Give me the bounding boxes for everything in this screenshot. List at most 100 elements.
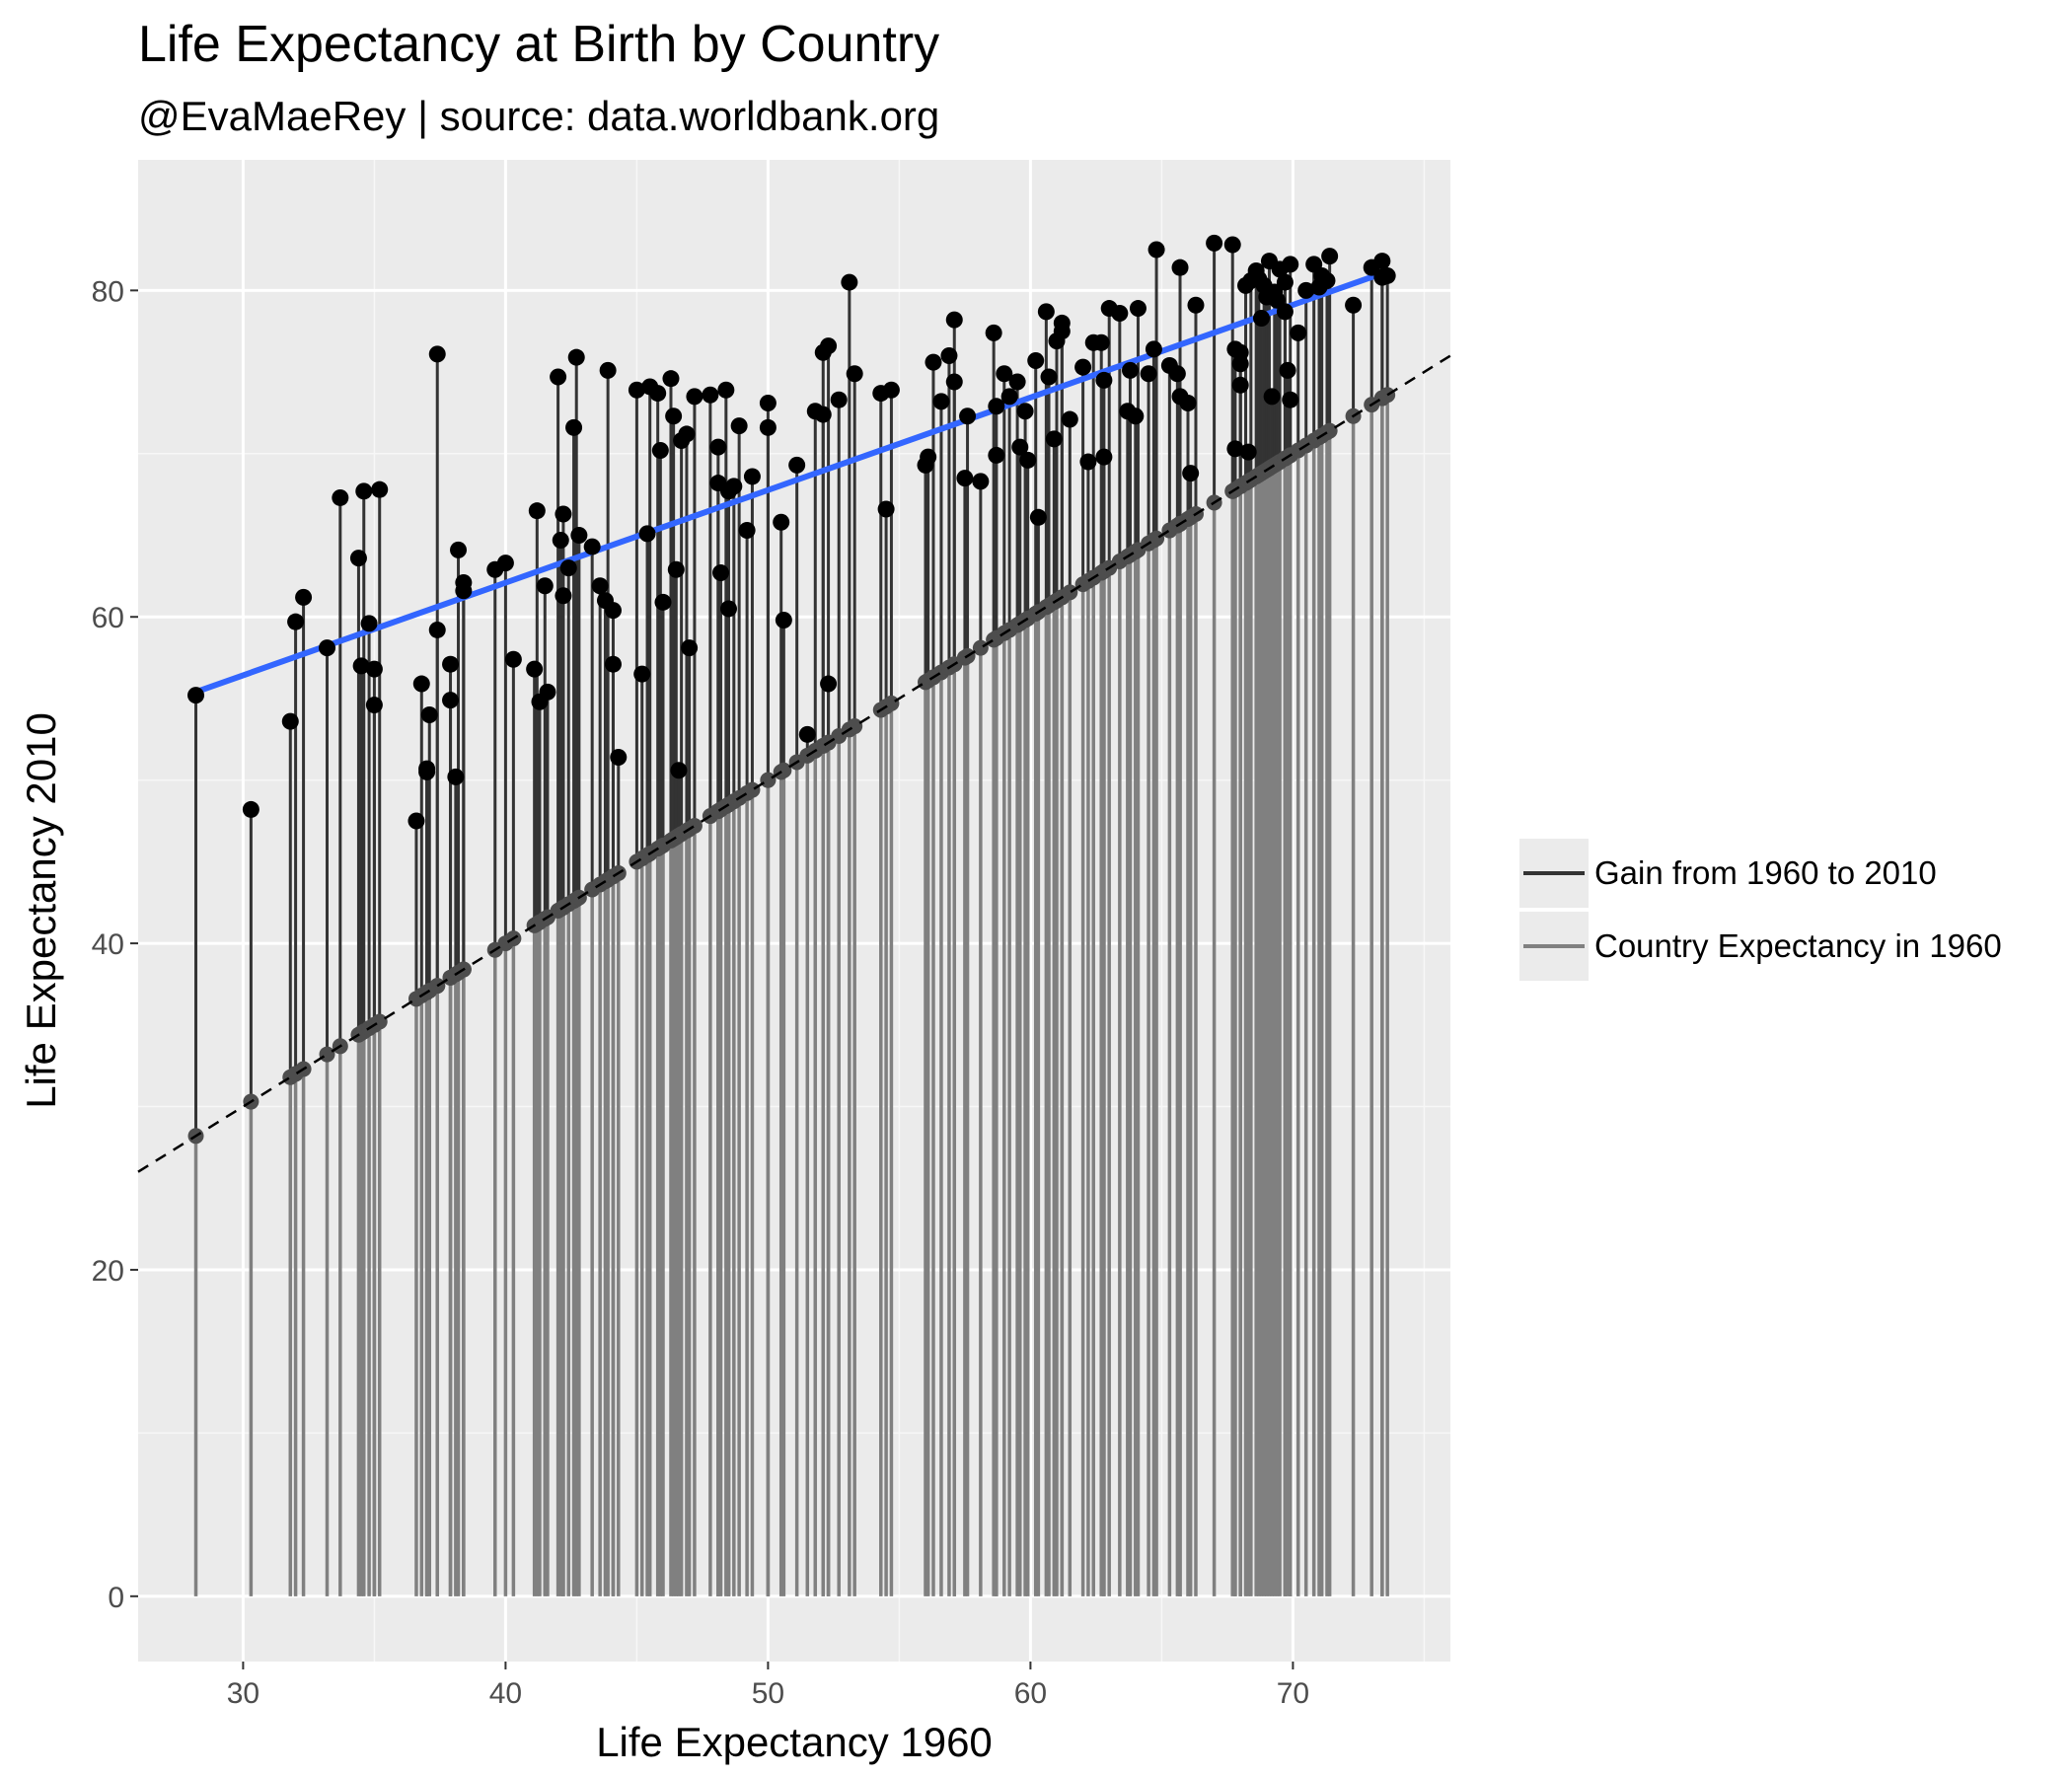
- point-2010: [1095, 371, 1113, 389]
- trend-line: [194, 269, 1386, 696]
- points-2010: [187, 234, 1396, 830]
- point-2010: [1040, 368, 1058, 386]
- point-2010: [420, 705, 438, 723]
- legend-label-gain: Gain from 1960 to 2010: [1594, 854, 1937, 891]
- point-2010: [1029, 508, 1047, 526]
- point-1960: [744, 781, 761, 798]
- point-2010: [1279, 361, 1296, 379]
- legend-label-1960: Country Expectancy in 1960: [1594, 927, 2002, 964]
- x-tick-label: 40: [489, 1677, 522, 1710]
- point-2010: [1000, 388, 1018, 406]
- point-2010: [418, 760, 436, 777]
- point-2010: [1111, 305, 1129, 323]
- point-2010: [567, 348, 585, 366]
- point-2010: [1092, 333, 1110, 351]
- point-2010: [1179, 394, 1197, 411]
- point-2010: [1231, 376, 1249, 394]
- point-2010: [1011, 438, 1029, 456]
- point-2010: [678, 425, 696, 443]
- point-2010: [1282, 256, 1299, 273]
- point-2010: [1053, 323, 1071, 340]
- point-2010: [1061, 410, 1078, 428]
- point-2010: [1290, 324, 1307, 341]
- y-tick-label: 0: [108, 1582, 124, 1614]
- point-2010: [555, 587, 572, 605]
- point-2010: [295, 588, 313, 606]
- point-2010: [730, 417, 748, 435]
- point-1960: [847, 718, 863, 735]
- point-2010: [570, 527, 588, 544]
- point-2010: [1373, 253, 1391, 270]
- point-2010: [412, 675, 430, 693]
- point-2010: [1027, 351, 1045, 369]
- point-2010: [559, 559, 577, 577]
- point-2010: [407, 812, 425, 830]
- point-2010: [1145, 340, 1162, 358]
- point-2010: [1231, 343, 1249, 361]
- point-2010: [1282, 391, 1299, 408]
- point-1960: [972, 639, 989, 656]
- point-1960: [776, 762, 792, 778]
- y-axis-ticks: 0 20 40 60 80: [92, 275, 138, 1614]
- y-tick-label: 60: [92, 602, 124, 634]
- point-2010: [242, 800, 259, 818]
- point-2010: [628, 381, 645, 399]
- point-2010: [988, 398, 1005, 415]
- point-2010: [662, 370, 680, 388]
- point-2010: [940, 347, 958, 365]
- y-tick-label: 20: [92, 1255, 124, 1288]
- point-2010: [1239, 443, 1257, 461]
- point-2010: [1276, 273, 1294, 291]
- point-2010: [1206, 234, 1223, 252]
- point-2010: [442, 692, 460, 709]
- point-2010: [528, 502, 546, 520]
- point-2010: [319, 639, 336, 657]
- point-2010: [956, 470, 974, 487]
- point-2010: [1187, 296, 1205, 314]
- x-tick-label: 60: [1014, 1677, 1047, 1710]
- point-2010: [1276, 303, 1294, 321]
- point-2010: [932, 393, 950, 410]
- point-2010: [996, 365, 1013, 383]
- point-2010: [1378, 266, 1396, 284]
- point-2010: [604, 602, 622, 620]
- point-2010: [945, 311, 963, 329]
- point-2010: [651, 441, 669, 459]
- point-2010: [281, 712, 299, 730]
- point-1960: [1062, 584, 1078, 601]
- point-2010: [496, 555, 514, 572]
- identity-reference-line: [137, 354, 1451, 1173]
- point-2010: [355, 482, 373, 500]
- point-2010: [667, 560, 685, 578]
- points-1960: [187, 387, 1396, 1145]
- x-axis-title: Life Expectancy 1960: [596, 1719, 993, 1765]
- point-2010: [686, 388, 703, 406]
- point-1960: [760, 772, 777, 788]
- point-2010: [352, 657, 370, 675]
- point-2010: [1074, 358, 1092, 376]
- point-2010: [187, 687, 205, 704]
- point-2010: [1321, 248, 1339, 265]
- point-2010: [820, 337, 838, 355]
- point-2010: [830, 391, 848, 408]
- point-2010: [633, 665, 651, 683]
- point-2010: [371, 481, 389, 498]
- point-2010: [365, 697, 383, 714]
- point-2010: [442, 655, 460, 673]
- point-2010: [925, 353, 942, 371]
- point-2010: [349, 550, 367, 567]
- point-2010: [455, 582, 473, 600]
- point-2010: [1095, 448, 1113, 466]
- point-2010: [526, 660, 544, 678]
- point-2010: [1318, 271, 1336, 289]
- point-2010: [1263, 388, 1281, 406]
- point-2010: [638, 525, 656, 543]
- point-2010: [1297, 281, 1315, 299]
- point-2010: [428, 345, 446, 363]
- point-2010: [1147, 241, 1165, 259]
- point-2010: [670, 762, 688, 779]
- point-2010: [565, 418, 583, 436]
- y-tick-label: 80: [92, 275, 124, 308]
- point-2010: [1140, 365, 1157, 383]
- point-1960: [686, 817, 703, 834]
